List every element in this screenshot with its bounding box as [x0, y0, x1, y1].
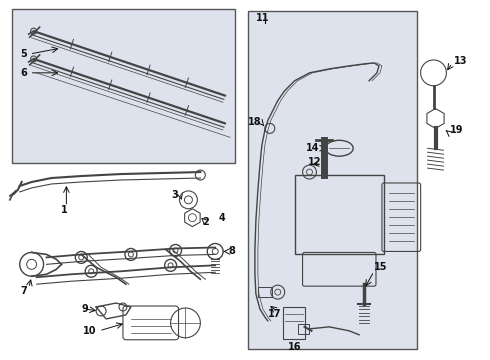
- Text: 4: 4: [218, 213, 225, 223]
- Text: 14: 14: [306, 143, 319, 153]
- Text: 15: 15: [374, 262, 388, 272]
- Bar: [294, 175, 384, 255]
- Text: 12: 12: [308, 157, 321, 167]
- Text: 3: 3: [172, 190, 178, 200]
- Text: 16: 16: [288, 342, 301, 352]
- Text: 13: 13: [454, 56, 468, 66]
- Text: 17: 17: [268, 309, 282, 319]
- Bar: [297, 324, 310, 334]
- Text: 10: 10: [83, 326, 96, 336]
- Text: 8: 8: [228, 247, 235, 256]
- Text: 19: 19: [450, 125, 464, 135]
- Text: 2: 2: [202, 217, 209, 227]
- Bar: [283, 307, 305, 339]
- Text: 7: 7: [20, 286, 26, 296]
- Text: 18: 18: [248, 117, 262, 127]
- Bar: [258, 287, 272, 297]
- Text: 11: 11: [256, 13, 270, 23]
- Text: 6: 6: [20, 68, 26, 78]
- Bar: [248, 11, 416, 349]
- Text: 9: 9: [81, 304, 88, 314]
- Text: 5: 5: [20, 49, 26, 59]
- Bar: [12, 9, 235, 163]
- Text: 1: 1: [61, 205, 68, 215]
